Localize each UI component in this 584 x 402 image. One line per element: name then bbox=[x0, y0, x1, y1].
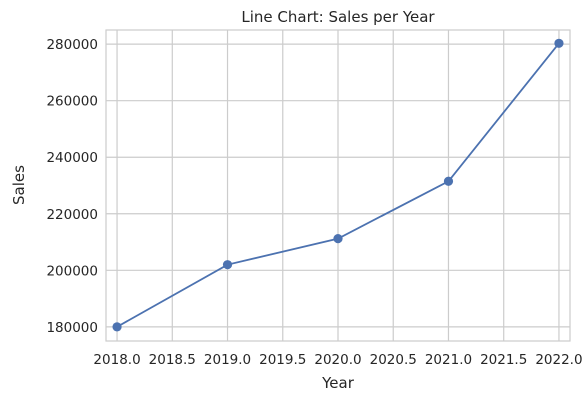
x-tick-label: 2021.5 bbox=[480, 352, 527, 368]
data-point bbox=[112, 322, 122, 332]
x-tick-label: 2019.5 bbox=[259, 352, 306, 368]
x-axis-label: Year bbox=[321, 374, 355, 392]
y-axis-ticks: 180000 200000 220000 240000 260000 280000 bbox=[46, 37, 98, 336]
grid bbox=[106, 30, 570, 341]
data-point bbox=[333, 234, 343, 244]
y-tick-label: 220000 bbox=[46, 207, 98, 223]
data-point bbox=[443, 176, 454, 186]
x-tick-label: 2020.5 bbox=[370, 352, 417, 368]
y-tick-label: 180000 bbox=[46, 320, 98, 336]
x-tick-label: 2018.5 bbox=[149, 352, 196, 368]
y-tick-label: 200000 bbox=[46, 263, 98, 279]
y-tick-label: 280000 bbox=[46, 37, 98, 53]
x-tick-label: 2021.0 bbox=[425, 352, 472, 368]
x-tick-label: 2022.0 bbox=[535, 352, 582, 368]
x-axis-ticks: 2018.0 2018.5 2019.0 2019.5 2020.0 2020.5 2021… bbox=[93, 352, 582, 368]
x-tick-label: 2018.0 bbox=[93, 352, 140, 368]
chart-title: Line Chart: Sales per Year bbox=[241, 8, 435, 26]
series bbox=[112, 38, 564, 332]
y-axis-label: Sales bbox=[10, 165, 28, 205]
x-tick-label: 2020.0 bbox=[314, 352, 361, 368]
data-point bbox=[222, 260, 233, 270]
y-tick-label: 240000 bbox=[46, 150, 98, 166]
x-tick-label: 2019.0 bbox=[204, 352, 251, 368]
y-tick-label: 260000 bbox=[46, 94, 98, 110]
data-point bbox=[554, 38, 564, 48]
